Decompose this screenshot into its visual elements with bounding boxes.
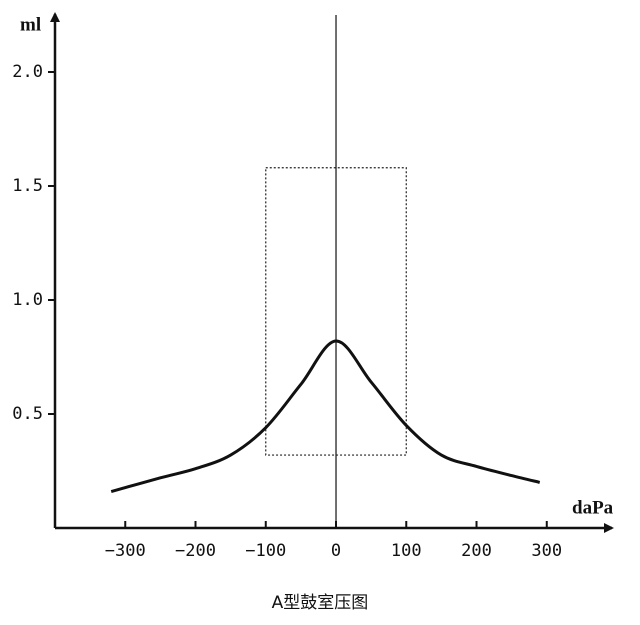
x-tick-label: 300 <box>531 541 562 561</box>
x-tick-label: −100 <box>245 541 286 561</box>
data-line <box>110 339 541 493</box>
y-tick-label: 2.0 <box>12 62 43 82</box>
x-tick-label: 0 <box>331 541 341 561</box>
y-tick-label: 1.0 <box>12 290 43 310</box>
normal-range-box <box>265 167 407 456</box>
y-tick-label: 0.5 <box>12 404 43 424</box>
x-tick-label: 200 <box>461 541 492 561</box>
x-axis-label: daPa <box>572 497 614 518</box>
x-tick-label: −300 <box>105 541 146 561</box>
y-axis-label: ml <box>20 14 41 35</box>
x-tick-label: −200 <box>175 541 216 561</box>
y-tick-label: 1.5 <box>12 176 43 196</box>
chart-title: A型鼓室压图 <box>272 593 369 613</box>
x-tick-label: 100 <box>391 541 422 561</box>
